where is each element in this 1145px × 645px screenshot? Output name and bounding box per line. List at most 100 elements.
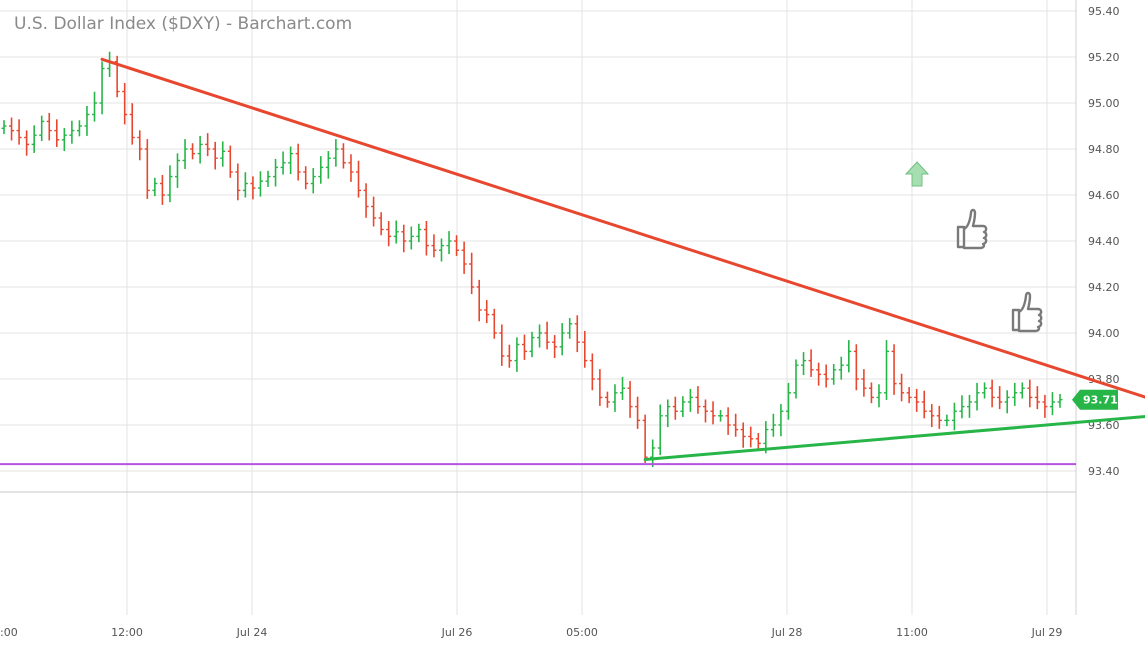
x-tick-label: 05:00: [566, 626, 598, 639]
candle: [325, 151, 331, 179]
candle: [982, 382, 988, 399]
candle: [190, 143, 196, 160]
candle: [838, 356, 844, 380]
candle: [144, 139, 150, 199]
y-tick-label: 94.80: [1088, 143, 1120, 156]
candle: [521, 334, 527, 360]
candle: [657, 404, 663, 456]
candle: [755, 433, 761, 450]
candle: [997, 386, 1003, 410]
candle: [959, 395, 965, 419]
x-axis: :00 12:00 Jul 24 Jul 26 05:00 Jul 28 11:00 Jul …: [0, 626, 1062, 639]
grid: [0, 0, 1076, 615]
candle: [61, 128, 67, 152]
support-trendline: [643, 415, 1145, 461]
thumbs-up-icon: [956, 208, 988, 250]
candle: [861, 369, 867, 397]
y-tick-label: 93.80: [1088, 373, 1120, 386]
candle: [212, 141, 218, 170]
candle: [280, 151, 286, 175]
candle: [831, 364, 837, 385]
candle: [974, 382, 980, 411]
y-tick-label: 93.40: [1088, 465, 1120, 478]
candle: [423, 220, 429, 256]
candle: [16, 119, 22, 145]
candle: [69, 120, 75, 144]
candle: [318, 156, 324, 184]
candle: [544, 321, 550, 350]
up-arrow-icon: [904, 161, 930, 187]
candle: [129, 103, 135, 145]
candle: [197, 135, 203, 164]
x-tick-label: 11:00: [896, 626, 928, 639]
candle: [416, 223, 422, 243]
candle: [597, 369, 603, 406]
candle: [537, 324, 543, 348]
candle: [378, 212, 384, 236]
candle: [235, 163, 241, 201]
y-tick-label: 94.20: [1088, 281, 1120, 294]
candle: [46, 112, 52, 141]
candle: [665, 399, 671, 428]
candle: [906, 387, 912, 404]
x-tick-label: Jul 26: [441, 626, 473, 639]
candle: [476, 279, 482, 322]
candle: [914, 388, 920, 412]
y-tick-label: 95.20: [1088, 51, 1120, 64]
candle: [725, 407, 731, 435]
candle: [899, 373, 905, 402]
candle: [1012, 382, 1018, 406]
x-tick-label: Jul 28: [771, 626, 803, 639]
candle: [1042, 394, 1048, 418]
candle: [182, 139, 188, 170]
candle: [220, 141, 226, 167]
candle: [951, 402, 957, 431]
candle: [54, 119, 60, 147]
candle: [386, 220, 392, 247]
price-series: [1, 51, 1063, 468]
last-price-label: 93.71: [1083, 394, 1118, 407]
candle: [454, 235, 460, 256]
candle: [333, 139, 339, 167]
candle: [363, 183, 369, 218]
candle: [567, 318, 573, 339]
candle: [506, 344, 512, 368]
candle: [401, 224, 407, 253]
x-tick-label: Jul 29: [1031, 626, 1063, 639]
candle: [884, 340, 890, 400]
candle: [227, 145, 233, 178]
candle: [107, 51, 113, 78]
candle: [650, 439, 656, 468]
candle: [733, 413, 739, 437]
candle: [642, 414, 648, 463]
candle: [1, 120, 7, 135]
candle: [250, 176, 256, 200]
x-tick-label: :00: [0, 626, 18, 639]
y-tick-label: 95.00: [1088, 97, 1120, 110]
candle: [785, 382, 791, 420]
candle: [808, 349, 814, 377]
candle: [627, 381, 633, 418]
candle: [39, 115, 45, 141]
candle: [159, 174, 165, 205]
candle: [393, 220, 399, 244]
candle: [1019, 382, 1025, 399]
candle: [152, 177, 158, 197]
last-price-badge: 93.71: [1072, 389, 1118, 410]
candle: [137, 130, 143, 161]
candle: [1049, 392, 1055, 416]
candle: [921, 390, 927, 419]
candle: [484, 300, 490, 324]
candle: [257, 171, 263, 197]
candle: [76, 120, 82, 137]
thumbs-up-icon: [1011, 291, 1043, 333]
candle: [620, 376, 626, 400]
candle: [242, 172, 248, 198]
candle: [205, 133, 211, 157]
y-tick-label: 94.40: [1088, 235, 1120, 248]
candle: [340, 143, 346, 169]
candle: [273, 158, 279, 187]
y-tick-label: 94.00: [1088, 327, 1120, 340]
candle: [31, 125, 37, 153]
